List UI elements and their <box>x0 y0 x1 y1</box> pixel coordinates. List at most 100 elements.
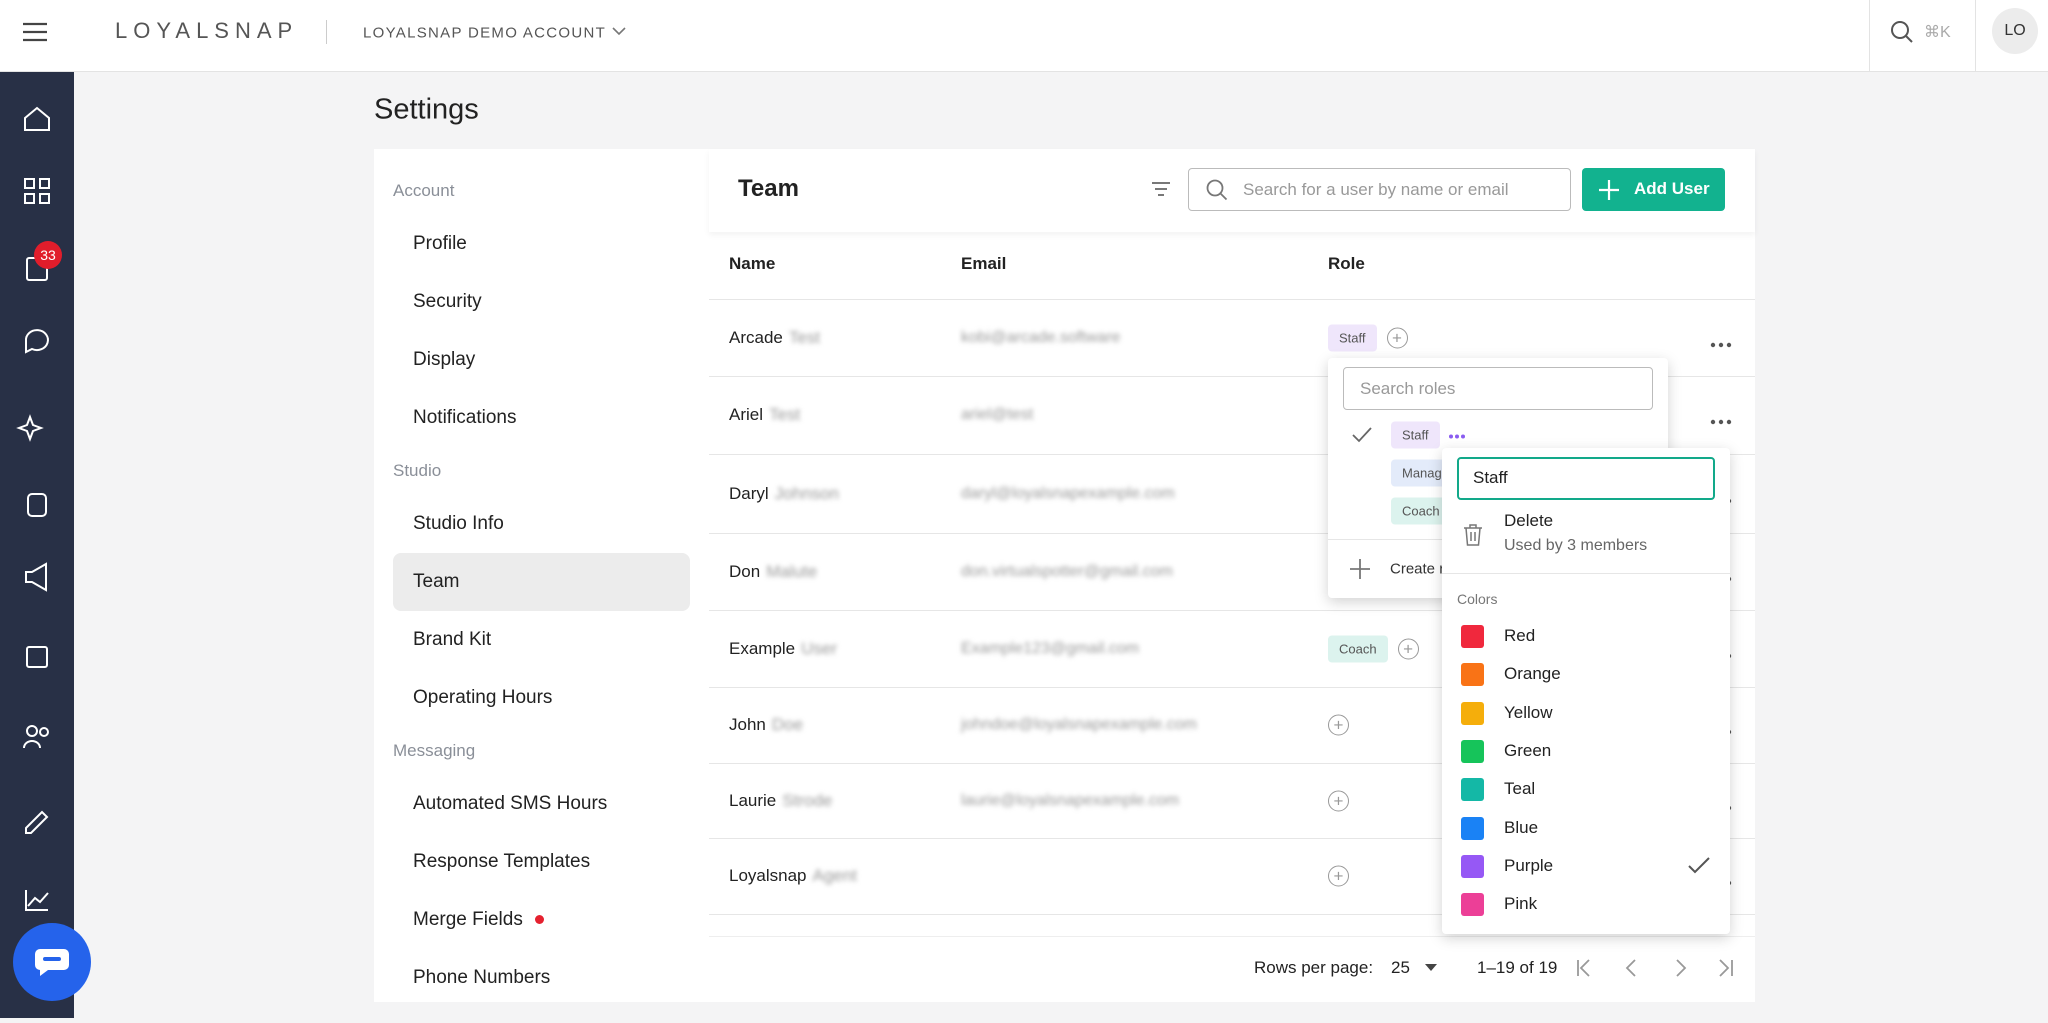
add-role[interactable]: + <box>1386 327 1408 348</box>
nav-item[interactable]: Automated SMS Hours <box>393 775 690 833</box>
add-role[interactable]: + <box>1397 638 1419 659</box>
role-chip: Staff <box>1391 421 1440 449</box>
prev-page[interactable] <box>1625 959 1636 977</box>
role-option[interactable]: Coach <box>1391 497 1451 525</box>
megaphone-icon[interactable] <box>25 562 47 592</box>
add-role[interactable]: + <box>1328 714 1349 736</box>
color-swatch[interactable] <box>1461 663 1484 687</box>
nav-item-label: Brand Kit <box>413 629 492 650</box>
roles-search-placeholder: Search roles <box>1360 379 1456 398</box>
nav-item[interactable]: Phone Numbers <box>393 949 690 1007</box>
first-page[interactable] <box>1577 959 1590 977</box>
chart-icon[interactable] <box>25 890 49 911</box>
search-icon[interactable] <box>1890 20 1914 44</box>
add-role[interactable]: + <box>1328 865 1349 887</box>
role-cell: + <box>1328 865 1349 887</box>
avatar[interactable]: LO <box>1992 8 2038 54</box>
pagination-range: 1–19 of 19 <box>1477 958 1558 977</box>
user-email: laurie@loyalsnapexample.com <box>961 791 1180 809</box>
last-page[interactable] <box>1719 959 1733 977</box>
nav-section-title: Account <box>393 181 455 200</box>
color-swatch[interactable] <box>1461 893 1484 917</box>
color-name[interactable]: Green <box>1504 740 1552 760</box>
chat-launcher[interactable] <box>13 923 91 1001</box>
add-user-button[interactable]: Add User <box>1582 168 1725 211</box>
rows-per-page-label: Rows per page: <box>1254 958 1374 977</box>
form-icon[interactable] <box>26 646 48 668</box>
row-divider <box>709 610 1755 611</box>
pen-icon[interactable] <box>25 810 49 834</box>
row-actions[interactable] <box>1710 412 1732 430</box>
last-name: Malute <box>766 561 818 581</box>
nav-item-label: Display <box>413 349 476 370</box>
device-icon[interactable] <box>27 493 47 517</box>
nav-item[interactable]: Response Templates <box>393 833 690 891</box>
role-cell: + <box>1328 714 1349 736</box>
role-editor: Staff Delete Used by 3 members Colors Re… <box>1442 448 1730 934</box>
color-name[interactable]: Pink <box>1504 894 1538 914</box>
role-options[interactable] <box>1448 426 1466 444</box>
color-name[interactable]: Teal <box>1504 779 1536 799</box>
rows-per-page-select[interactable]: 25 <box>1391 958 1410 977</box>
nav-item-label: Notifications <box>413 407 517 428</box>
role-name-input[interactable]: Staff <box>1457 457 1715 500</box>
color-swatch[interactable] <box>1461 739 1484 763</box>
menu-icon[interactable] <box>23 22 47 42</box>
nav-item[interactable]: Team <box>393 553 690 611</box>
role-option[interactable]: Staff <box>1391 421 1466 449</box>
nav-item-label: Automated SMS Hours <box>413 793 608 814</box>
row-divider <box>709 533 1755 534</box>
color-name[interactable]: Blue <box>1504 817 1539 837</box>
color-name[interactable]: Purple <box>1504 855 1554 875</box>
chat-icon[interactable] <box>24 329 49 354</box>
color-name[interactable]: Orange <box>1504 664 1561 684</box>
row-divider <box>709 914 1755 915</box>
last-name: Strode <box>782 790 833 810</box>
color-swatch[interactable] <box>1461 625 1484 648</box>
people-icon[interactable] <box>23 725 49 749</box>
row-divider <box>709 454 1755 455</box>
search-box[interactable]: Search for a user by name or email <box>1188 168 1571 211</box>
color-name[interactable]: Yellow <box>1504 702 1553 722</box>
next-page[interactable] <box>1676 959 1687 977</box>
nav-item[interactable]: Merge Fields <box>393 891 690 949</box>
last-name: Test <box>788 327 821 347</box>
nav-item-label: Studio Info <box>413 513 504 534</box>
account-switcher[interactable]: LOYALSNAP DEMO ACCOUNT <box>363 24 607 42</box>
home-icon[interactable] <box>24 106 50 131</box>
nav-item[interactable]: Notifications <box>393 389 690 447</box>
sparkle-icon[interactable] <box>16 414 44 442</box>
user-email: Example123@gmail.com <box>961 639 1140 657</box>
settings-nav: Account Profile Security Display Notificatio… <box>374 149 709 1002</box>
role-chip: Coach <box>1391 497 1451 525</box>
footer-divider <box>709 936 1755 937</box>
role-chip: Coach <box>1328 635 1388 662</box>
nav-item[interactable]: Security <box>393 273 690 331</box>
nav-item[interactable]: Studio Info <box>393 495 690 553</box>
color-swatch[interactable] <box>1461 816 1484 840</box>
add-role[interactable]: + <box>1328 790 1349 811</box>
nav-item[interactable]: Profile <box>393 215 690 273</box>
separator <box>326 20 327 44</box>
sidebar-icons <box>16 106 62 911</box>
nav-item[interactable]: Display <box>393 331 690 389</box>
column-header: Name <box>729 254 776 273</box>
role-usage: Used by 3 members <box>1504 537 1648 554</box>
color-swatch[interactable] <box>1461 701 1484 725</box>
sidebar: 33 <box>0 72 91 1018</box>
roles-search[interactable]: Search roles <box>1343 367 1653 410</box>
filter-icon[interactable] <box>1151 181 1171 197</box>
color-swatch[interactable] <box>1461 778 1484 802</box>
delete-role[interactable]: Delete <box>1504 511 1554 530</box>
nav-item[interactable]: Operating Hours <box>393 669 690 727</box>
first-name: Arcade <box>729 327 783 347</box>
last-name: Agent <box>812 866 857 885</box>
row-actions[interactable] <box>1710 335 1732 353</box>
apps-icon[interactable] <box>24 178 50 204</box>
first-name: Example <box>729 638 796 658</box>
row-divider <box>709 838 1755 839</box>
color-name[interactable]: Red <box>1504 626 1536 645</box>
color-swatch[interactable] <box>1461 854 1484 878</box>
nav-item[interactable]: Brand Kit <box>393 611 690 669</box>
